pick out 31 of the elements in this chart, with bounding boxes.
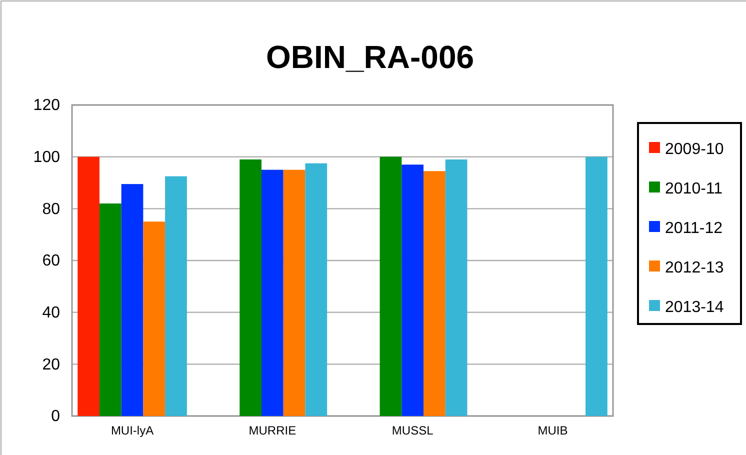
bar [240,159,262,416]
y-tick-label: 100 [33,148,60,166]
y-tick-label: 60 [42,252,60,270]
chart-title: OBIN_RA-006 [266,39,474,75]
y-tick-label: 80 [42,200,60,218]
bar [165,176,187,416]
bar [143,222,166,416]
x-tick-label: MURRIE [248,424,296,438]
y-tick-label: 40 [42,304,60,322]
bar [283,170,306,416]
bar [99,203,122,416]
legend-label: 2010-11 [665,180,723,198]
legend-label: 2012-13 [665,260,724,276]
x-tick-label: MUSSL [392,424,434,438]
bar [78,156,100,416]
bar [424,171,446,416]
bar [586,156,608,416]
legend-label: 2009-10 [665,141,724,158]
bar [445,159,468,416]
legend-label: 2011-12 [665,220,723,237]
bar [261,170,284,416]
y-tick-label: 0 [51,408,60,426]
bar [380,156,402,416]
x-tick-label: MUI-lyA [110,424,154,438]
y-tick-label: 20 [42,356,60,374]
bar [305,163,328,416]
bar [121,184,144,416]
y-tick-label: 120 [33,97,60,114]
legend-label: 2013-14 [665,299,724,316]
x-tick-label: MUIB [538,424,568,438]
bar [402,164,424,416]
